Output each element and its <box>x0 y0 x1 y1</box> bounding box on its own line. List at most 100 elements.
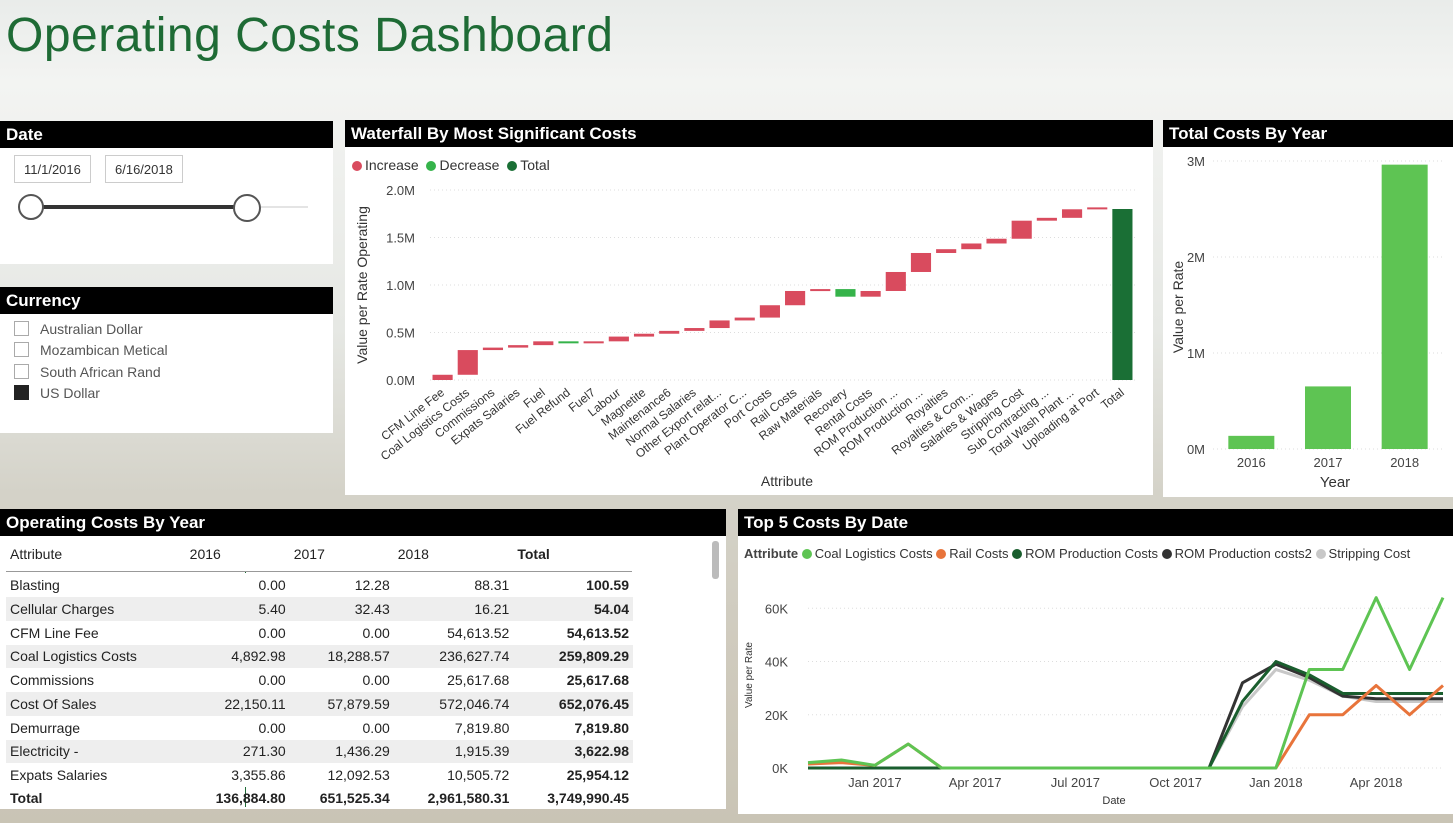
table-cell: 0.00 <box>258 577 286 593</box>
table-scrollbar[interactable] <box>712 541 719 579</box>
table-cell: 10,505.72 <box>447 767 510 783</box>
currency-option-south-african-rand[interactable]: South African Rand <box>14 363 161 381</box>
year-bar <box>1228 435 1275 449</box>
x-tick-label: Jan 2018 <box>1249 775 1303 790</box>
table-cell: 25,617.68 <box>566 672 629 688</box>
series-line <box>808 668 1443 770</box>
table-cell: 3,622.98 <box>574 743 630 760</box>
waterfall-bar <box>1036 217 1057 221</box>
table-cell: 651,525.34 <box>319 790 390 806</box>
y-tick-label: 2M <box>1187 250 1205 265</box>
currency-label: South African Rand <box>40 364 161 380</box>
checkbox[interactable] <box>14 385 29 400</box>
table-cell: Total <box>517 546 550 562</box>
series-line <box>808 660 1443 770</box>
total-costs-chart: 0M 1M 2M 3M Value per Rate Year 2016 2017 2018 <box>1170 154 1443 491</box>
currency-label: Australian Dollar <box>40 321 143 337</box>
legend-item: ROM Production Costs <box>1008 546 1158 561</box>
waterfall-bar <box>533 341 554 346</box>
legend-label: Rail Costs <box>949 546 1009 561</box>
table-cell: 572,046.74 <box>439 695 510 712</box>
checkbox[interactable] <box>14 364 29 379</box>
y-axis-label: Value per Rate <box>744 642 755 708</box>
legend-label: ROM Production Costs <box>1025 546 1159 561</box>
table-row: CFM Line Fee 0.00 0.00 54,613.52 54,613.52 <box>6 620 633 645</box>
table-vertical-divider <box>245 571 246 807</box>
waterfall-bar <box>936 249 957 253</box>
x-tick-label: 2016 <box>1237 455 1266 470</box>
table-cell: 100.59 <box>586 577 629 593</box>
dashboard-title: Operating Costs Dashboard <box>6 9 614 62</box>
table-header-row: Attribute 2016 2017 2018 Total <box>6 539 633 569</box>
x-tick-label: Oct 2017 <box>1149 775 1202 790</box>
checkbox[interactable] <box>14 321 29 336</box>
waterfall-header: Waterfall By Most Significant Costs <box>345 120 1153 147</box>
top5-header: Top 5 Costs By Date <box>738 509 1453 536</box>
waterfall-bar <box>961 243 982 250</box>
legend-item: Rail Costs <box>933 546 1009 561</box>
table-cell: 57,879.59 <box>327 695 390 712</box>
waterfall-bar <box>759 305 780 318</box>
table-cell: 0.00 <box>258 719 286 736</box>
table-cell: 271.30 <box>242 743 286 760</box>
x-axis-label: Date <box>1102 795 1125 807</box>
currency-option-us-dollar[interactable]: US Dollar <box>14 384 100 402</box>
y-axis-label: Value per Rate <box>1170 261 1186 354</box>
waterfall-bar <box>835 289 856 297</box>
x-tick-label: Apr 2017 <box>949 775 1002 790</box>
x-tick-label: 2018 <box>1390 455 1419 470</box>
legend-dot <box>1161 549 1172 559</box>
currency-option-mozambican-metical[interactable]: Mozambican Metical <box>14 341 168 359</box>
table-row: Commissions 0.00 0.00 25,617.68 25,617.68 <box>6 668 633 692</box>
waterfall-bar <box>583 341 604 344</box>
checkbox[interactable] <box>14 342 29 357</box>
waterfall-bar <box>860 290 881 297</box>
waterfall-bar <box>457 350 478 375</box>
table-row: Demurrage 0.00 0.00 7,819.80 7,819.80 <box>6 715 633 740</box>
waterfall-chart: 0.0M 0.5M 1.0M 1.5M 2.0M Value per Rate Opera… <box>354 183 1135 489</box>
table-cell: 2,961,580.31 <box>427 790 510 806</box>
legend-label: ROM Production costs2 <box>1174 546 1312 561</box>
table-cell: 3,355.86 <box>231 767 286 783</box>
table-cell: 4,892.98 <box>231 648 286 665</box>
currency-label: Mozambican Metical <box>40 342 168 358</box>
date-end-input[interactable]: 6/16/2018 <box>105 155 183 183</box>
date-start-input[interactable]: 11/1/2016 <box>14 155 91 183</box>
year-bar <box>1305 386 1351 449</box>
x-tick-label: Jan 2017 <box>848 775 902 790</box>
waterfall-bar <box>482 347 504 351</box>
table-cell: 54.04 <box>593 600 629 617</box>
total-costs-header: Total Costs By Year <box>1163 120 1453 147</box>
table-row: Blasting 0.00 12.28 88.31 100.59 <box>6 573 633 597</box>
waterfall-bar <box>633 333 655 337</box>
legend-total: Total <box>520 157 550 173</box>
table-cell: 32.43 <box>354 600 390 617</box>
x-tick-label: Jul 2017 <box>1051 775 1100 790</box>
table-cell: 7,819.80 <box>454 719 510 736</box>
legend-dot <box>936 549 947 559</box>
decrease-legend-dot <box>426 161 437 171</box>
table-cell: 1,436.29 <box>335 743 390 760</box>
waterfall-bar <box>1087 207 1108 210</box>
legend-item: Stripping Cost <box>1312 546 1410 561</box>
table-cell: 5.40 <box>258 600 286 617</box>
table-cell: Commissions <box>10 672 95 688</box>
currency-slicer-header: Currency <box>0 287 333 314</box>
date-start-handle[interactable] <box>18 194 44 220</box>
table-cell: 0.00 <box>362 672 390 688</box>
legend-item: Coal Logistics Costs <box>798 546 933 561</box>
table-cell: CFM Line Fee <box>10 624 99 641</box>
table-header-underline <box>6 571 632 572</box>
table-cell: 54,613.52 <box>566 624 629 641</box>
table-row: Coal Logistics Costs 4,892.98 18,288.57 236… <box>6 644 633 668</box>
currency-option-australian-dollar[interactable]: Australian Dollar <box>14 320 143 338</box>
legend-label: Coal Logistics Costs <box>814 546 933 561</box>
table-cell: Blasting <box>10 577 60 593</box>
y-tick-label: 40K <box>765 655 788 670</box>
currency-slicer-panel: Currency <box>0 287 333 433</box>
series-line <box>808 662 1443 770</box>
date-end-handle[interactable] <box>233 194 261 222</box>
table-cell: Demurrage <box>10 719 81 736</box>
waterfall-bar <box>608 336 629 342</box>
table-cell: 88.31 <box>474 577 510 593</box>
